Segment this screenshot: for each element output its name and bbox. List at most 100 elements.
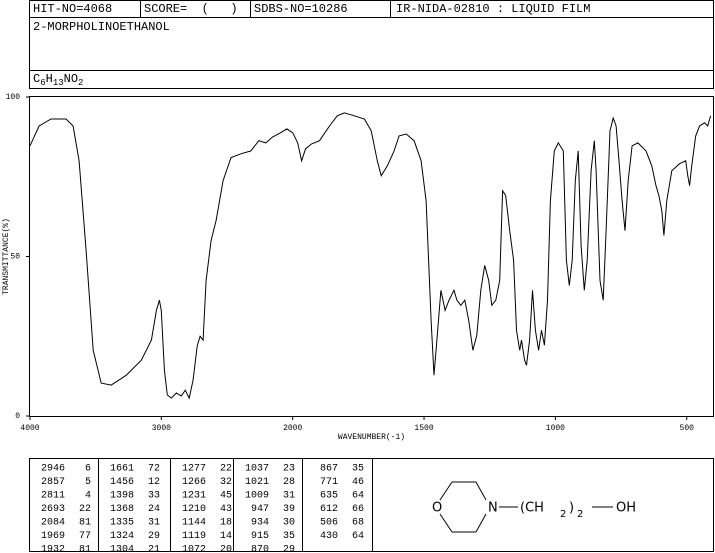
oxygen: O: [432, 501, 442, 516]
x-tick-label: 4000: [20, 424, 39, 433]
plot-frame: [29, 96, 714, 417]
peak-wavenumber: 1368: [110, 504, 134, 515]
peak-transmittance: 22: [220, 464, 232, 475]
peak-wavenumber: 1335: [110, 518, 134, 529]
subscript: 2: [560, 509, 566, 520]
peak-wavenumber: 1661: [110, 464, 134, 475]
peak-wavenumber: 1231: [182, 491, 206, 502]
formula-part: H: [46, 72, 53, 86]
group-close: ): [569, 501, 574, 516]
bond: [475, 481, 487, 501]
bond: [475, 513, 487, 533]
y-tick-label: 100: [6, 93, 21, 102]
peak-transmittance: 30: [283, 518, 295, 529]
peak-transmittance: 28: [283, 477, 295, 488]
peak-wavenumber: 934: [251, 518, 269, 529]
peak-transmittance: 21: [148, 545, 160, 553]
peak-wavenumber: 1324: [110, 531, 134, 542]
peak-wavenumber: 1037: [245, 464, 269, 475]
peak-transmittance: 4: [85, 491, 91, 502]
peak-transmittance: 32: [220, 477, 232, 488]
formula-part: NO: [64, 72, 78, 86]
peak-wavenumber: 870: [251, 545, 269, 553]
peak-wavenumber: 1277: [182, 464, 206, 475]
peak-transmittance: 22: [79, 504, 91, 515]
peak-wavenumber: 2946: [41, 464, 65, 475]
peak-wavenumber: 2857: [41, 477, 65, 488]
peak-transmittance: 29: [148, 531, 160, 542]
peak-wavenumber: 1009: [245, 491, 269, 502]
peak-wavenumber: 915: [251, 531, 269, 542]
peak-wavenumber: 867: [320, 464, 338, 475]
peak-transmittance: 64: [352, 531, 364, 542]
peak-wavenumber: 1932: [41, 545, 65, 553]
x-tick-label: 500: [680, 424, 695, 433]
formula-subscript: 6: [40, 78, 45, 88]
peak-transmittance: 31: [283, 491, 295, 502]
y-tick-label: 0: [15, 412, 20, 421]
peak-transmittance: 35: [283, 531, 295, 542]
peak-wavenumber: 1144: [182, 518, 206, 529]
subscript: 2: [577, 509, 583, 520]
peak-transmittance: 5: [85, 477, 91, 488]
x-axis-label: WAVENUMBER(-1): [338, 433, 405, 442]
peak-wavenumber: 1398: [110, 491, 134, 502]
score: SCORE= ( ): [144, 2, 238, 16]
peak-wavenumber: 2811: [41, 491, 65, 502]
peak-transmittance: 14: [220, 531, 232, 542]
method: IR-NIDA-02810 : LIQUID FILM: [396, 2, 590, 16]
x-tick-label: 1500: [414, 424, 433, 433]
peak-transmittance: 29: [283, 545, 295, 553]
peak-wavenumber: 430: [320, 531, 338, 542]
peak-wavenumber: 2693: [41, 504, 65, 515]
peak-table-box: [29, 458, 714, 552]
peak-transmittance: 64: [352, 491, 364, 502]
peak-transmittance: 68: [352, 518, 364, 529]
peak-wavenumber: 1119: [182, 531, 206, 542]
y-tick-label: 50: [10, 253, 20, 262]
peak-transmittance: 39: [283, 504, 295, 515]
x-tick-label: 1000: [546, 424, 565, 433]
peak-wavenumber: 2084: [41, 518, 65, 529]
peak-wavenumber: 771: [320, 477, 338, 488]
peak-transmittance: 77: [79, 531, 91, 542]
formula: C6H13NO2: [33, 72, 83, 88]
peak-transmittance: 43: [220, 504, 232, 515]
formula-subscript: 13: [53, 78, 64, 88]
peak-transmittance: 31: [148, 518, 160, 529]
peak-transmittance: 66: [352, 504, 364, 515]
peak-wavenumber: 612: [320, 504, 338, 515]
morpholine-ring: [443, 490, 487, 524]
peak-transmittance: 46: [352, 477, 364, 488]
hit-no: HIT-NO=4068: [33, 2, 112, 16]
peak-transmittance: 12: [148, 477, 160, 488]
x-tick-label: 2000: [283, 424, 302, 433]
peak-wavenumber: 1021: [245, 477, 269, 488]
formula-subscript: 2: [78, 78, 83, 88]
peak-transmittance: 33: [148, 491, 160, 502]
peak-wavenumber: 635: [320, 491, 338, 502]
peak-wavenumber: 1969: [41, 531, 65, 542]
compound-name: 2-MORPHOLINOETHANOL: [33, 20, 170, 34]
peak-wavenumber: 506: [320, 518, 338, 529]
peak-transmittance: 35: [352, 464, 364, 475]
peak-wavenumber: 1456: [110, 477, 134, 488]
x-tick-label: 3000: [152, 424, 171, 433]
hydroxyl: OH: [616, 501, 636, 516]
peak-wavenumber: 947: [251, 504, 269, 515]
header-box: [29, 0, 714, 89]
peak-transmittance: 24: [148, 504, 160, 515]
peak-transmittance: 81: [79, 518, 91, 529]
spectrum-line: [29, 112, 712, 400]
peak-transmittance: 6: [85, 464, 91, 475]
peak-transmittance: 18: [220, 518, 232, 529]
peak-transmittance: 20: [220, 545, 232, 553]
y-axis-label: TRANSMITTANCE(%): [2, 218, 11, 295]
peak-wavenumber: 1210: [182, 504, 206, 515]
structure: [439, 481, 613, 533]
bond: [439, 513, 453, 533]
peak-wavenumber: 1266: [182, 477, 206, 488]
group: (CH: [520, 501, 544, 516]
